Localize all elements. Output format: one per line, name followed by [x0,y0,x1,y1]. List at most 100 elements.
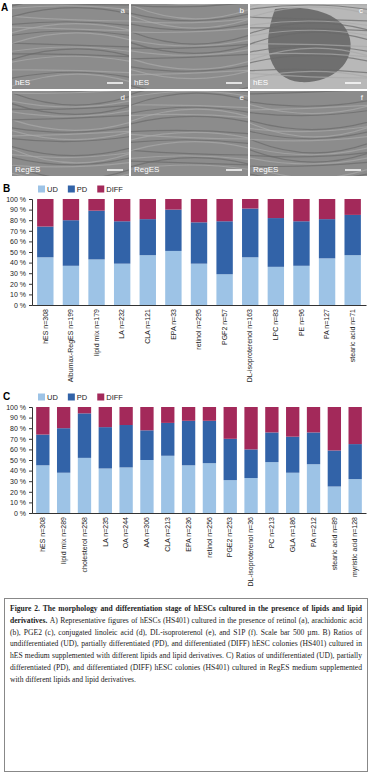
y-tick: 100 % [6,404,32,411]
image-letter: f [361,93,364,102]
bar-segment [224,480,237,513]
y-tick-label: 0 % [14,302,26,309]
bars [36,407,362,513]
micrograph: eRegES [126,68,253,186]
bar-segment [161,423,174,456]
y-tick-label: 90 % [10,206,26,213]
scale-bar [345,169,361,171]
y-tick-mark [29,502,32,503]
texture [131,68,248,79]
y-tick: 90 % [10,206,32,213]
bar-segment [99,427,112,468]
y-tick-mark [29,471,32,472]
y-tick: 10 % [10,291,32,298]
bar-segment [36,465,49,513]
legend-label: PD [77,185,88,194]
texture [12,110,129,116]
bar-segment [244,478,257,513]
x-tick: PGF2 n=57 [221,305,228,345]
panel-a: AahESbhESchESdRegESeRegESfRegES [1,0,370,204]
bar-segment [349,407,362,444]
texture [12,33,129,45]
y-tick: 50 % [10,249,32,256]
bar-segment [57,473,70,513]
texture [131,4,248,7]
texture [250,103,367,114]
texture [250,175,367,176]
bar-segment [161,456,174,513]
bar-segment [293,221,309,266]
bar-segment [293,199,309,221]
y-tick: 0 % [14,510,32,517]
texture [250,119,367,130]
x-tick-label: hES n=308 [42,309,49,344]
image-letter: c [359,6,363,15]
bar-segment [216,274,232,305]
x-tick-label: retinol n=256 [206,517,213,558]
texture [131,12,248,21]
x-tick: hES n=308 [39,513,46,552]
bars [37,199,361,305]
legend-swatch [38,186,45,193]
bar-segment [119,467,132,513]
bar-segment [165,251,181,305]
x-tick: DL-isoproterenol n=163 [246,305,254,382]
bar-segment [78,458,91,513]
x-tick: PGE2 n=253 [226,513,233,557]
texture [131,41,248,53]
y-tick-mark [29,428,32,429]
x-tick: LPC n=83 [272,305,279,340]
bar-segment [88,259,104,305]
y-tick-label: 80 % [10,217,26,224]
x-tick: hES n=308 [42,305,49,344]
x-axis-line [33,513,367,514]
bar-segment [57,428,70,473]
bar-segment [99,407,112,427]
y-tick-label: 40 % [10,259,26,266]
y-tick: 0 % [14,302,32,309]
x-tick-label: AA n=306 [143,517,150,548]
y-tick-mark [29,492,32,493]
bar-segment [182,465,195,513]
y-tick: 60 % [10,446,32,453]
image-letter: e [240,93,245,102]
bar-segment [224,439,237,480]
x-tick: stearic acid n=71 [349,305,356,362]
bar-segment [286,473,299,513]
micrograph: ahES [7,0,134,99]
x-axis-line [33,305,367,306]
texture [131,23,248,30]
image-letter: b [240,6,245,15]
x-tick: retinol n=256 [206,513,213,558]
texture [250,148,367,162]
x-tick: CLA n=121 [144,305,151,344]
y-tick-label: 10 % [10,499,26,506]
texture [131,116,248,125]
caption: Figure 2. The morphology and differentia… [4,598,368,772]
x-tick: GLA n=186 [289,513,296,552]
bar-segment [268,218,284,267]
scale-bar [345,82,361,84]
y-tick-label: 50 % [10,249,26,256]
x-tick: CLA n=213 [164,513,171,552]
x-tick-label: LA n=232 [118,309,125,339]
y-tick-mark [29,199,32,200]
bar-segment [328,407,341,450]
texture [131,49,248,55]
y-axis-line [29,200,33,306]
y-tick-label: 60 % [10,238,26,245]
bar-segment [88,211,104,260]
texture [250,46,367,53]
texture [250,130,367,139]
x-tick-label: PA n=212 [310,517,317,547]
x-tick: PC n=213 [268,513,275,548]
y-tick-label: 60 % [10,446,26,453]
x-tick: lipid mix n=289 [60,513,68,564]
legend-label: UD [47,393,58,402]
x-tick-label: DL-isoproterenol n=163 [246,309,254,382]
bar-segment [344,215,360,255]
x-tick-label: retinol n=295 [195,309,202,350]
bar-segment [244,449,257,478]
y-tick-label: 90 % [10,414,26,421]
x-tick: OA n=244 [122,513,129,548]
